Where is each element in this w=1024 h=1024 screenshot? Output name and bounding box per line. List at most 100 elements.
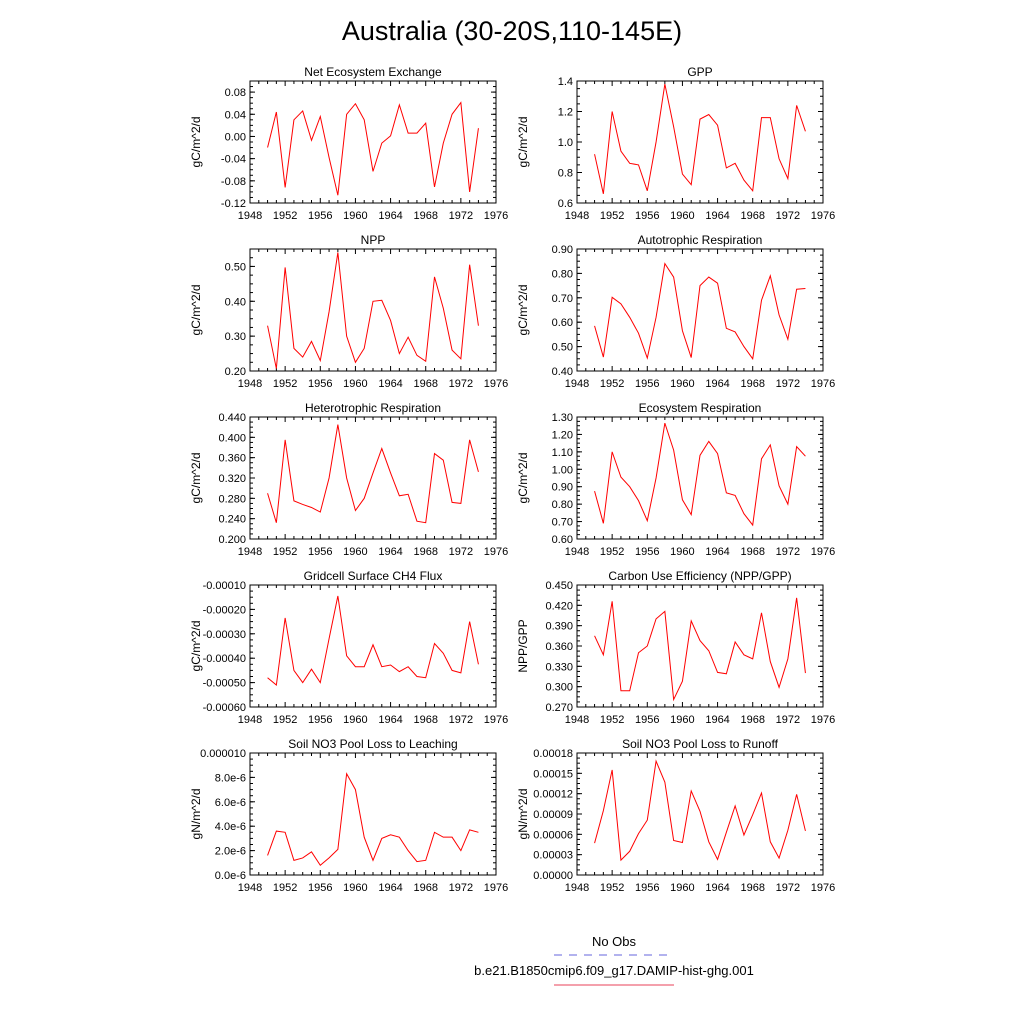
panels: Net Ecosystem Exchange gC/m^2/d 1948 1952 19… — [189, 65, 835, 894]
x-tick-label: 1956 — [308, 714, 332, 726]
series-line — [267, 101, 479, 196]
y-tick-label: 0.00015 — [533, 768, 573, 780]
chart-panel-6: Gridcell Surface CH4 Flux gC/m^2/d 1948 195… — [189, 569, 508, 726]
y-tick-label: 0.360 — [218, 453, 246, 465]
y-tick-label: 0.80 — [552, 268, 573, 280]
x-tick-label: 1956 — [635, 378, 659, 390]
legend: No Obs b.e21.B1850cmip6.f09_g17.DAMIP-hi… — [474, 934, 754, 986]
chart-panel-3: Autotrophic Respiration gC/m^2/d 1948 1952 1… — [516, 233, 835, 390]
y-tick-label: 0.20 — [225, 366, 246, 378]
y-tick-label: 8.0e-6 — [215, 772, 246, 784]
y-tick-label: 0.000010 — [200, 748, 246, 760]
y-tick-label: 2.0e-6 — [215, 846, 246, 858]
x-tick-label: 1976 — [484, 546, 508, 558]
series-line — [267, 595, 479, 687]
x-tick-label: 1948 — [238, 210, 262, 222]
x-tick-label: 1972 — [449, 714, 473, 726]
chart-panel-7: Carbon Use Efficiency (NPP/GPP) NPP/GPP 19… — [516, 569, 835, 726]
y-tick-label: 0.60 — [552, 317, 573, 329]
y-tick-label: 1.4 — [558, 76, 573, 88]
x-tick-label: 1948 — [238, 546, 262, 558]
y-tick-label: 0.390 — [545, 621, 573, 633]
y-tick-label: 0.00003 — [533, 850, 573, 862]
x-tick-label: 1948 — [565, 546, 589, 558]
x-tick-label: 1972 — [449, 378, 473, 390]
y-tick-label: 0.50 — [552, 342, 573, 354]
y-tick-label: 0.00009 — [533, 809, 573, 821]
y-tick-label: -0.08 — [221, 176, 246, 188]
chart-panel-4: Heterotrophic Respiration gC/m^2/d 1948 195… — [189, 401, 508, 558]
y-tick-label: -0.00030 — [203, 629, 246, 641]
y-tick-label: 1.0 — [558, 137, 573, 149]
x-tick-label: 1972 — [776, 546, 800, 558]
x-tick-label: 1960 — [343, 546, 367, 558]
y-tick-label: 0.70 — [552, 293, 573, 305]
x-tick-label: 1952 — [273, 546, 297, 558]
x-tick-label: 1960 — [343, 210, 367, 222]
y-axis-label: gC/m^2/d — [516, 117, 530, 168]
x-tick-label: 1972 — [449, 882, 473, 894]
x-tick-label: 1964 — [378, 546, 402, 558]
plot-frame — [576, 752, 824, 876]
x-tick-label: 1960 — [343, 882, 367, 894]
y-tick-label: 0.320 — [218, 473, 246, 485]
y-tick-label: -0.00020 — [203, 604, 246, 616]
y-tick-label: 0.08 — [225, 87, 246, 99]
y-tick-label: 0.00006 — [533, 829, 573, 841]
y-axis-label: gC/m^2/d — [516, 285, 530, 336]
y-tick-label: 6.0e-6 — [215, 797, 246, 809]
x-tick-label: 1968 — [413, 378, 437, 390]
x-tick-label: 1972 — [776, 378, 800, 390]
x-tick-label: 1964 — [378, 714, 402, 726]
x-tick-label: 1952 — [600, 378, 624, 390]
panel-title: Gridcell Surface CH4 Flux — [304, 569, 443, 583]
x-tick-label: 1968 — [740, 378, 764, 390]
x-tick-label: 1968 — [740, 210, 764, 222]
x-tick-label: 1948 — [238, 882, 262, 894]
y-axis-label: gN/m^2/d — [189, 789, 203, 840]
plot-frame — [249, 80, 497, 204]
y-tick-label: -0.04 — [221, 154, 246, 166]
chart-panel-1: GPP gC/m^2/d 1948 1952 1956 1960 1964 1968 1972 1… — [516, 65, 835, 222]
x-tick-label: 1956 — [635, 882, 659, 894]
x-tick-label: 1956 — [308, 882, 332, 894]
y-tick-label: 0.8 — [558, 168, 573, 180]
y-tick-label: 0.00 — [225, 131, 246, 143]
x-tick-label: 1968 — [740, 546, 764, 558]
x-tick-label: 1952 — [273, 210, 297, 222]
x-tick-label: 1952 — [273, 378, 297, 390]
y-tick-label: 4.0e-6 — [215, 821, 246, 833]
x-tick-label: 1976 — [811, 882, 835, 894]
y-tick-label: 0.70 — [552, 517, 573, 529]
x-tick-label: 1968 — [740, 714, 764, 726]
x-tick-label: 1960 — [670, 546, 694, 558]
plot-frame — [249, 248, 497, 372]
panel-title: Ecosystem Respiration — [639, 401, 762, 415]
y-tick-label: 0.440 — [218, 412, 246, 424]
series-line — [594, 597, 806, 702]
x-tick-label: 1952 — [600, 546, 624, 558]
x-tick-label: 1956 — [635, 714, 659, 726]
x-tick-label: 1964 — [378, 378, 402, 390]
x-tick-label: 1976 — [484, 714, 508, 726]
series-line — [594, 422, 806, 527]
y-tick-label: 0.00018 — [533, 748, 573, 760]
x-tick-label: 1956 — [308, 546, 332, 558]
legend-label-model: b.e21.B1850cmip6.f09_g17.DAMIP-hist-ghg.… — [474, 963, 754, 978]
y-tick-label: -0.12 — [221, 198, 246, 210]
y-tick-label: -0.00060 — [203, 702, 246, 714]
y-tick-label: -0.00050 — [203, 678, 246, 690]
x-tick-label: 1976 — [484, 378, 508, 390]
y-tick-label: -0.00010 — [203, 580, 246, 592]
y-axis-label: gN/m^2/d — [516, 789, 530, 840]
panel-title: Net Ecosystem Exchange — [304, 65, 442, 79]
x-tick-label: 1972 — [449, 210, 473, 222]
y-tick-label: 0.40 — [552, 366, 573, 378]
y-tick-label: 0.300 — [545, 682, 573, 694]
y-tick-label: 0.50 — [225, 261, 246, 273]
y-tick-label: 1.10 — [552, 447, 573, 459]
x-tick-label: 1976 — [484, 882, 508, 894]
x-tick-label: 1964 — [378, 210, 402, 222]
plot-frame — [576, 248, 824, 372]
x-tick-label: 1952 — [600, 714, 624, 726]
